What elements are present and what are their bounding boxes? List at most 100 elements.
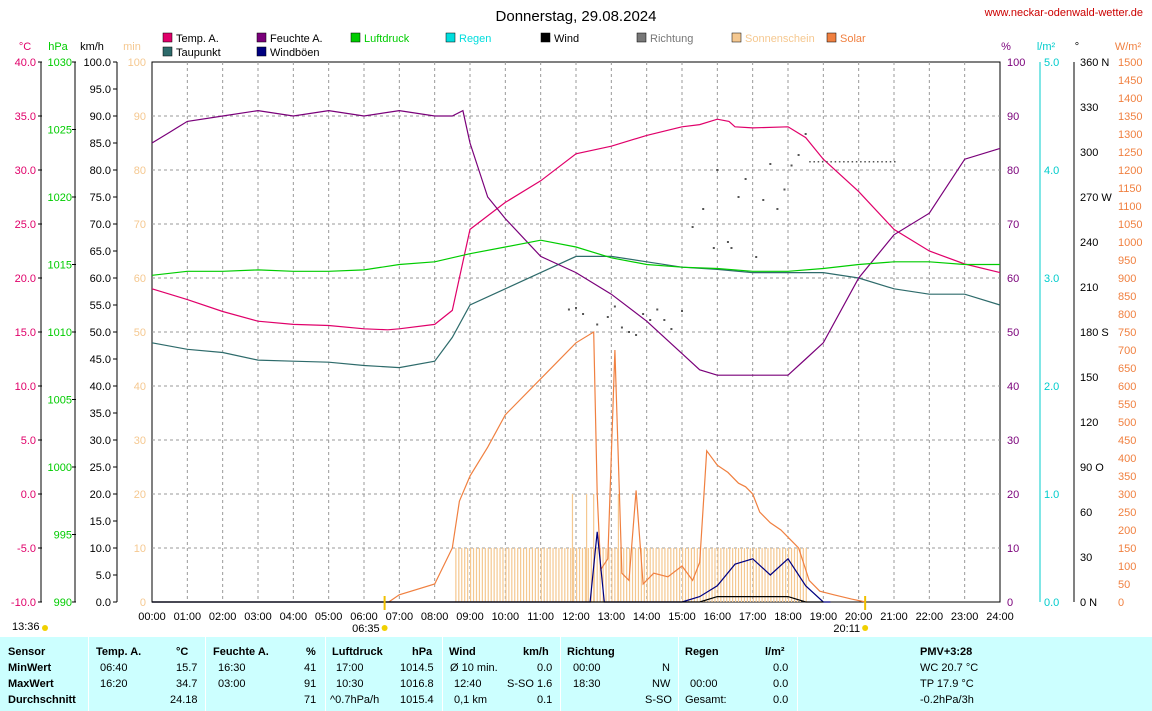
solar-tick-label: 1300	[1118, 129, 1142, 141]
wind-tick-label: 85.0	[90, 138, 111, 150]
temp-tick-label: 15.0	[15, 327, 36, 339]
direction-point	[843, 161, 845, 163]
axis-unit-pressure: hPa	[48, 41, 68, 53]
direction-point	[628, 331, 630, 333]
direction-point	[776, 208, 779, 210]
temp-tick-label: 0.0	[21, 489, 36, 501]
direction-point	[855, 161, 858, 163]
axis-unit-humidity: %	[1001, 41, 1011, 53]
stats-temp-min-value: 15.7	[176, 662, 198, 674]
humidity-tick-label: 40	[1007, 381, 1019, 393]
direction-tick-label: 150	[1080, 372, 1098, 384]
solar-tick-label: 1450	[1118, 75, 1142, 87]
humidity-tick-label: 80	[1007, 165, 1019, 177]
direction-point	[881, 161, 883, 163]
stats-header-pmv: PMV+3:28	[920, 646, 973, 658]
stats-row-label-avg: Durchschnitt	[8, 694, 76, 706]
wind-tick-label: 65.0	[90, 246, 111, 258]
x-tick-label: 02:00	[209, 611, 237, 623]
x-tick-label: 08:00	[421, 611, 449, 623]
direction-point	[737, 196, 740, 198]
solar-tick-label: 150	[1118, 543, 1136, 555]
stats-temp-min-time: 06:40	[100, 662, 128, 674]
temp-tick-label: -5.0	[17, 543, 36, 555]
stats-humidity-min-value: 41	[304, 662, 317, 674]
sunrise-icon	[381, 625, 388, 631]
series-line-taupunkt	[151, 255, 1001, 369]
legend-swatch	[731, 32, 742, 43]
x-tick-label: 03:00	[244, 611, 272, 623]
current-time-label: 13:36	[12, 621, 40, 633]
rain-tick-label: 0.0	[1044, 597, 1059, 609]
direction-tick-label: 330	[1080, 102, 1098, 114]
wind-tick-label: 70.0	[90, 219, 111, 231]
stats-temp-max-value: 34.7	[176, 678, 198, 690]
temp-tick-label: 5.0	[21, 435, 36, 447]
temp-tick-label: 20.0	[15, 273, 36, 285]
rain-tick-label: 4.0	[1044, 165, 1059, 177]
stats-temp-max-time: 16:20	[100, 678, 128, 690]
direction-point	[620, 326, 623, 329]
stats-row-label-min: MinWert	[8, 662, 52, 674]
humidity-tick-label: 0	[1007, 597, 1013, 609]
direction-point	[834, 161, 837, 163]
direction-point	[847, 161, 849, 163]
temp-tick-label: 40.0	[15, 57, 36, 69]
solar-tick-label: 1500	[1118, 57, 1142, 69]
direction-point	[826, 161, 828, 163]
direction-point	[860, 161, 862, 163]
direction-point	[635, 334, 638, 336]
rain-tick-label: 3.0	[1044, 273, 1059, 285]
direction-point	[838, 161, 841, 163]
solar-tick-label: 650	[1118, 363, 1136, 375]
x-tick-label: 04:00	[280, 611, 308, 623]
direction-tick-label: 360 N	[1080, 57, 1109, 69]
humidity-tick-label: 10	[1007, 543, 1019, 555]
wind-tick-label: 5.0	[96, 570, 111, 582]
direction-point	[613, 305, 616, 308]
x-tick-label: 15:00	[668, 611, 696, 623]
solar-tick-label: 1200	[1118, 165, 1142, 177]
x-tick-label: 07:00	[386, 611, 414, 623]
x-tick-label: 11:00	[527, 611, 554, 623]
solar-tick-label: 100	[1118, 561, 1136, 573]
direction-point	[762, 199, 765, 201]
wind-tick-label: 100.0	[83, 57, 111, 69]
solar-tick-label: 1000	[1118, 237, 1142, 249]
stats-wind-run: 0,1 km	[454, 694, 488, 706]
direction-tick-label: 30	[1080, 552, 1092, 564]
axis-unit-sun: min	[123, 41, 141, 53]
sun-tick-label: 50	[134, 327, 146, 339]
wind-tick-label: 80.0	[90, 165, 111, 177]
legend-swatch	[162, 32, 173, 43]
stats-windchill: WC 20.7 °C	[920, 662, 979, 674]
x-tick-label: 23:00	[951, 611, 979, 623]
direction-point	[809, 161, 811, 163]
stats-row-label-max: MaxWert	[8, 678, 54, 690]
stats-rain-total-value: 0.0	[773, 694, 789, 706]
axis-unit-rain: l/m²	[1037, 41, 1056, 53]
x-tick-label: 18:00	[774, 611, 802, 623]
direction-point	[744, 178, 747, 180]
stats-unit-wind: km/h	[523, 646, 549, 658]
solar-tick-label: 750	[1118, 327, 1136, 339]
wind-tick-label: 40.0	[90, 381, 111, 393]
stats-wind-max-time: 12:40	[454, 678, 482, 690]
solar-tick-label: 950	[1118, 255, 1136, 267]
pressure-tick-label: 1005	[48, 395, 72, 407]
solar-tick-label: 700	[1118, 345, 1136, 357]
pressure-tick-label: 1030	[48, 57, 72, 69]
series-line-windb-en	[152, 531, 831, 603]
pressure-tick-label: 1025	[48, 125, 72, 137]
direction-point	[716, 169, 719, 171]
direction-tick-label: 60	[1080, 507, 1092, 519]
direction-point	[872, 161, 875, 163]
solar-tick-label: 600	[1118, 381, 1136, 393]
solar-tick-label: 1150	[1118, 183, 1142, 195]
x-tick-label: 14:00	[633, 611, 661, 623]
solar-tick-label: 200	[1118, 525, 1136, 537]
direction-tick-label: 180 S	[1080, 327, 1109, 339]
solar-tick-label: 1100	[1118, 201, 1142, 213]
solar-tick-label: 850	[1118, 291, 1136, 303]
direction-point	[755, 256, 758, 258]
